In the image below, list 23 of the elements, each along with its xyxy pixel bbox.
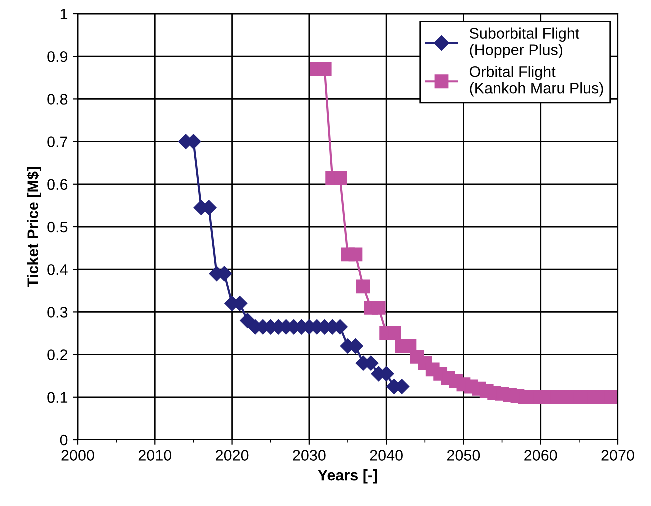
y-tick-label: 0.4 bbox=[48, 264, 68, 276]
y-axis-title: Ticket Price [M$] bbox=[26, 167, 42, 288]
x-axis-title: Years [-] bbox=[318, 470, 378, 484]
legend-label: Orbital Flight (Kankoh Maru Plus) bbox=[470, 66, 604, 97]
x-tick-label: 2050 bbox=[447, 450, 480, 461]
y-tick-label: 0.2 bbox=[48, 350, 68, 360]
y-tick-label: 0 bbox=[60, 434, 68, 446]
y-tick-label: 0.3 bbox=[48, 307, 68, 318]
y-tick-label: 0.5 bbox=[48, 222, 68, 233]
x-tick-label: 2070 bbox=[602, 450, 634, 461]
x-tick-label: 2010 bbox=[138, 450, 172, 461]
y-tick-label: 0.1 bbox=[48, 392, 68, 404]
legend-label: Suborbital Flight (Hopper Plus) bbox=[470, 28, 580, 58]
x-tick-label: 2060 bbox=[524, 450, 558, 461]
y-tick-label: 0.7 bbox=[48, 136, 68, 148]
y-tick-label: 0.9 bbox=[48, 51, 68, 62]
y-tick-label: 0.8 bbox=[48, 94, 68, 105]
x-tick-label: 2000 bbox=[62, 450, 94, 461]
y-tick-label: 0.6 bbox=[48, 179, 68, 190]
x-tick-label: 2030 bbox=[293, 450, 326, 461]
x-tick-label: 2040 bbox=[370, 450, 403, 461]
y-tick-label: 1 bbox=[60, 9, 68, 20]
x-tick-label: 2020 bbox=[216, 450, 249, 461]
